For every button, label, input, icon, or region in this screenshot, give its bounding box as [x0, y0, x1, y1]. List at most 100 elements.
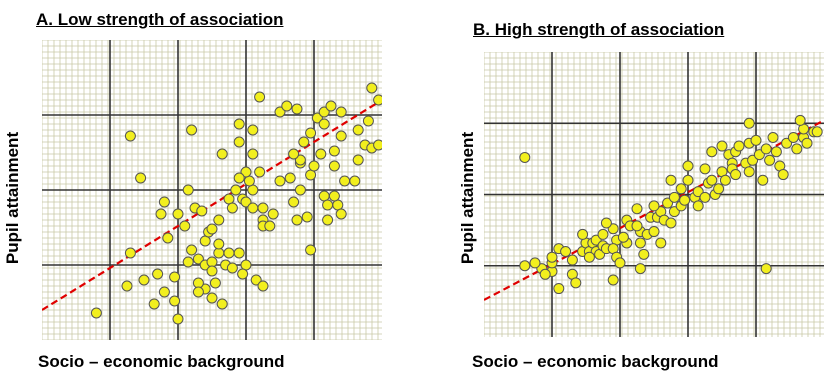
data-point-a-67	[288, 196, 300, 208]
data-point-a-18	[186, 244, 198, 256]
data-point-a-110	[366, 82, 378, 94]
data-point-a-94	[294, 154, 306, 166]
data-point-a-34	[192, 286, 204, 298]
data-point-b-67	[743, 166, 755, 178]
data-point-b-87	[811, 126, 823, 138]
data-point-b-27	[617, 231, 629, 243]
data-point-b-104	[760, 263, 772, 275]
data-point-b-7	[570, 277, 582, 289]
data-point-a-56	[247, 148, 259, 160]
data-point-a-2	[121, 280, 133, 292]
data-point-a-19	[192, 253, 204, 265]
plot-area-b	[484, 52, 824, 337]
data-point-b-21	[600, 217, 612, 229]
data-point-b-96	[529, 257, 541, 269]
data-point-a-91	[281, 100, 293, 112]
data-point-a-105	[247, 124, 259, 136]
data-point-b-57	[713, 183, 725, 195]
data-point-a-84	[349, 175, 361, 187]
data-point-b-10	[577, 228, 589, 240]
data-point-a-96	[315, 148, 327, 160]
data-point-a-74	[318, 190, 330, 202]
data-point-a-106	[254, 91, 266, 103]
data-point-a-29	[223, 247, 235, 259]
data-point-a-65	[274, 175, 286, 187]
data-point-b-99	[553, 283, 565, 295]
data-point-b-26	[614, 257, 626, 269]
data-point-b-93	[631, 203, 643, 215]
data-point-a-62	[264, 220, 276, 232]
data-point-a-52	[247, 202, 259, 214]
data-point-b-65	[730, 169, 742, 181]
data-point-a-42	[206, 223, 218, 235]
data-point-b-76	[764, 154, 776, 166]
data-point-a-78	[322, 214, 334, 226]
data-point-b-34	[631, 220, 643, 232]
data-point-b-43	[668, 191, 680, 203]
data-point-b-41	[665, 217, 677, 229]
plot-area-a	[42, 40, 382, 340]
trend-line-a	[42, 99, 382, 311]
data-point-a-69	[301, 211, 313, 223]
data-point-b-52	[699, 191, 711, 203]
data-point-b-95	[546, 251, 558, 263]
data-point-a-48	[230, 184, 242, 196]
data-point-a-92	[291, 103, 303, 115]
data-point-a-55	[233, 136, 245, 148]
data-point-b-97	[519, 260, 531, 272]
data-point-a-66	[267, 208, 279, 220]
data-point-b-36	[648, 226, 660, 238]
data-point-a-8	[158, 286, 170, 298]
data-point-a-99	[318, 106, 330, 118]
data-point-b-31	[634, 237, 646, 249]
data-point-a-70	[305, 169, 317, 181]
data-point-a-108	[186, 124, 198, 136]
x-axis-label-b: Socio – economic background	[472, 352, 719, 371]
data-point-a-35	[233, 247, 245, 259]
data-point-b-32	[638, 248, 650, 260]
y-axis-label-a: Pupil attainment	[3, 131, 22, 265]
data-point-b-102	[519, 151, 531, 163]
data-point-b-91	[682, 160, 694, 172]
data-point-a-40	[257, 280, 269, 292]
x-axis-label-a: Socio – economic background	[38, 352, 285, 371]
data-point-a-109	[124, 130, 136, 142]
data-point-a-59	[254, 166, 266, 178]
data-point-a-63	[257, 202, 269, 214]
data-point-a-53	[247, 184, 259, 196]
data-point-b-101	[634, 263, 646, 275]
data-point-a-47	[216, 148, 228, 160]
data-point-a-21	[199, 235, 211, 247]
data-point-a-1	[90, 307, 102, 319]
data-point-b-90	[706, 146, 718, 158]
data-point-a-83	[339, 175, 351, 187]
data-point-a-107	[233, 118, 245, 130]
data-point-b-81	[787, 132, 799, 143]
data-point-a-88	[373, 94, 382, 106]
chart-title-a: A. Low strength of association	[36, 10, 284, 29]
data-point-a-80	[328, 160, 340, 172]
data-point-a-73	[308, 160, 320, 172]
data-point-a-7	[152, 268, 164, 280]
data-point-b-46	[675, 183, 687, 195]
data-point-a-81	[328, 145, 340, 157]
data-point-a-20	[182, 256, 194, 268]
data-point-a-58	[233, 172, 245, 184]
data-point-a-44	[196, 205, 208, 217]
data-point-a-27	[206, 265, 218, 277]
data-point-a-10	[169, 295, 181, 307]
data-point-a-90	[274, 106, 286, 118]
data-point-b-100	[607, 274, 619, 286]
data-point-a-46	[182, 184, 194, 196]
data-point-a-16	[172, 208, 184, 220]
data-point-a-76	[332, 199, 344, 211]
data-point-a-13	[155, 208, 167, 220]
data-point-b-94	[560, 246, 572, 257]
data-point-b-78	[777, 169, 789, 181]
data-point-a-93	[298, 136, 310, 148]
data-point-b-85	[794, 114, 806, 126]
chart-title-b: B. High strength of association	[473, 20, 725, 39]
data-point-a-26	[209, 277, 221, 289]
data-point-b-88	[743, 117, 755, 129]
data-point-b-39	[648, 200, 660, 212]
